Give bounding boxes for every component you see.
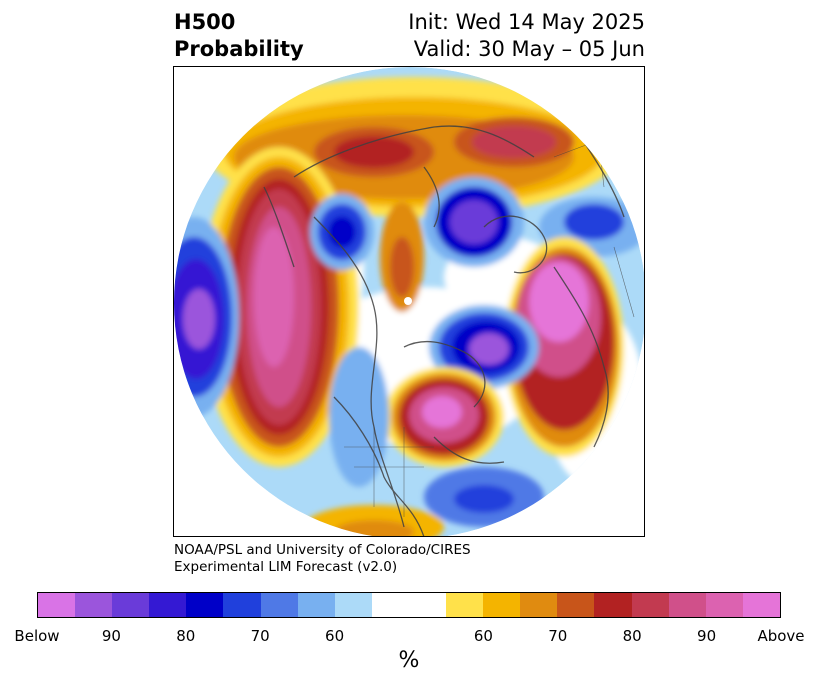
colorbar-tick-label: 90 bbox=[697, 627, 717, 645]
colorbar-tick-label: 80 bbox=[622, 627, 642, 645]
colorbar-tick-label: Above bbox=[757, 627, 805, 645]
colorbar-tick-label: 60 bbox=[325, 627, 345, 645]
forecast-dates: Init: Wed 14 May 2025 Valid: 30 May – 05… bbox=[408, 9, 645, 63]
colorbar-unit: % bbox=[398, 648, 420, 673]
title-line-1: H500 bbox=[174, 10, 236, 34]
colorbar-swatch bbox=[334, 593, 372, 617]
colorbar-swatch bbox=[260, 593, 298, 617]
colorbar-tick-label: 60 bbox=[473, 627, 493, 645]
colorbar-tick-label: 90 bbox=[101, 627, 121, 645]
colorbar-swatch bbox=[446, 593, 484, 617]
colorbar-swatch bbox=[223, 593, 261, 617]
colorbar bbox=[37, 592, 781, 618]
colorbar-swatch bbox=[297, 593, 335, 617]
colorbar-swatch bbox=[408, 593, 447, 617]
init-date: Init: Wed 14 May 2025 bbox=[408, 10, 645, 34]
probability-map bbox=[174, 67, 644, 536]
colorbar-tick-label: 80 bbox=[176, 627, 196, 645]
title-line-2: Probability bbox=[174, 37, 304, 61]
colorbar-swatch bbox=[594, 593, 632, 617]
credit-text: NOAA/PSL and University of Colorado/CIRE… bbox=[174, 542, 471, 576]
valid-date: Valid: 30 May – 05 Jun bbox=[413, 37, 645, 61]
colorbar-swatch bbox=[631, 593, 669, 617]
map-panel bbox=[173, 66, 645, 537]
colorbar-swatch bbox=[149, 593, 187, 617]
chart-title: H500 Probability bbox=[174, 9, 304, 63]
colorbar-swatch bbox=[705, 593, 743, 617]
colorbar-swatch bbox=[483, 593, 521, 617]
colorbar-tick-label: 70 bbox=[548, 627, 568, 645]
colorbar-swatch bbox=[668, 593, 706, 617]
colorbar-swatch bbox=[520, 593, 558, 617]
colorbar-swatch bbox=[75, 593, 113, 617]
colorbar-swatch bbox=[112, 593, 150, 617]
colorbar-swatch bbox=[742, 593, 780, 617]
credit-line-1: NOAA/PSL and University of Colorado/CIRE… bbox=[174, 542, 471, 558]
colorbar-tick-label: 70 bbox=[250, 627, 270, 645]
credit-line-2: Experimental LIM Forecast (v2.0) bbox=[174, 559, 398, 575]
colorbar-swatch bbox=[38, 593, 76, 617]
colorbar-swatch bbox=[371, 593, 409, 617]
colorbar-swatch bbox=[186, 593, 224, 617]
colorbar-tick-label: Below bbox=[14, 627, 60, 645]
colorbar-swatch bbox=[557, 593, 595, 617]
